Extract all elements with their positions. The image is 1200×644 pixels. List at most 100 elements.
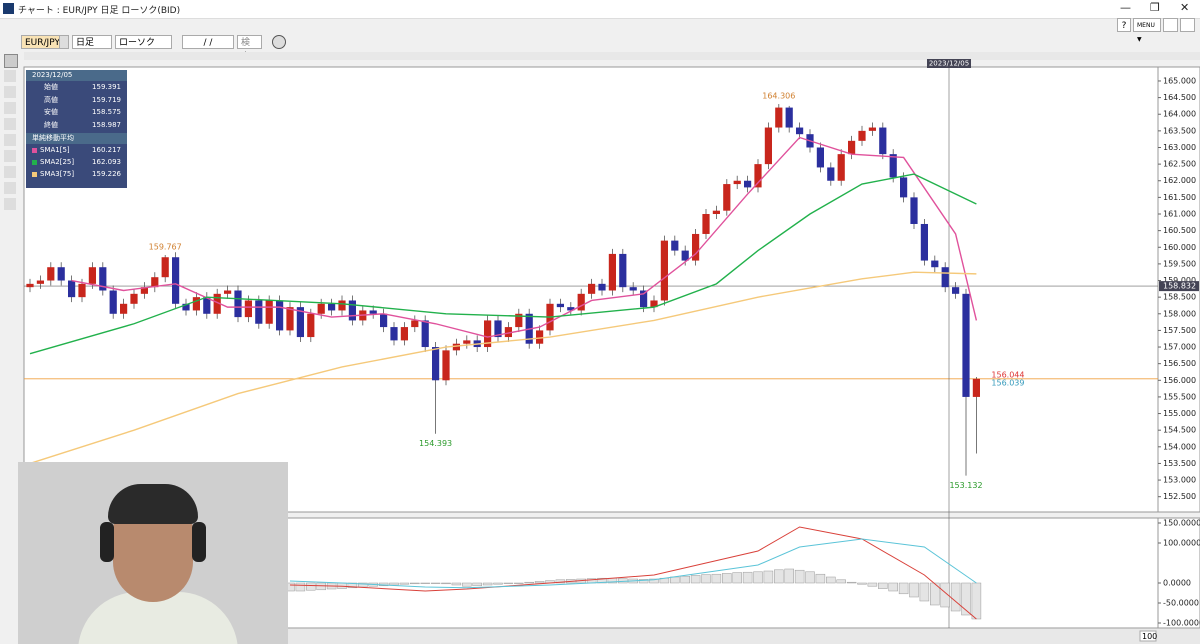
y-tick-label: 153.500 (1163, 459, 1196, 468)
candle-body (36, 280, 44, 284)
candle-body (858, 130, 866, 141)
zoom-level: 100 (1142, 632, 1157, 641)
crosshair-date-box (927, 59, 971, 68)
candle-body (598, 283, 606, 291)
tool[interactable] (4, 166, 16, 178)
zoom-box[interactable] (1139, 630, 1157, 642)
info-button[interactable] (272, 35, 286, 49)
candle-body (868, 127, 876, 131)
candle-body (296, 307, 304, 338)
histogram-bar (940, 582, 950, 608)
histogram-bar (826, 576, 836, 584)
candle-body (88, 267, 96, 284)
date-input[interactable]: / / (182, 35, 234, 49)
y-tick-label: 154.500 (1163, 426, 1196, 435)
period-select[interactable]: 日足 (72, 35, 112, 49)
histogram-bar (742, 571, 753, 584)
tool-column (0, 52, 20, 232)
info-value: 159.391 (92, 83, 121, 91)
info-row: 終値 158.987 (26, 119, 127, 132)
candle-body (26, 283, 34, 288)
histogram-bar (410, 582, 420, 585)
info-value: 159.719 (92, 95, 121, 104)
candle-body (286, 307, 294, 331)
macd-line (289, 526, 977, 620)
candle-body (962, 293, 970, 397)
histogram-bar (680, 575, 690, 584)
candle-body (203, 297, 211, 314)
candle-body (931, 260, 939, 268)
candle-body (244, 300, 252, 318)
candle-body (276, 300, 284, 331)
histogram-bar (846, 581, 857, 584)
price-annotation: 153.132 (949, 481, 982, 490)
candle-body (952, 287, 960, 294)
histogram-bar (805, 571, 815, 584)
sma-row: SMA3[75] 159.226 (26, 168, 127, 180)
candle-body (338, 300, 346, 311)
info-row: 安値 158.575 (26, 106, 127, 119)
help-button[interactable]: ? (1117, 18, 1131, 32)
y-tick-label: -50.0000 (1163, 599, 1199, 608)
candle-body (213, 293, 221, 314)
y-tick-label: 163.000 (1163, 143, 1196, 152)
tool[interactable] (4, 70, 16, 82)
candle-body (192, 297, 200, 311)
candle-body (567, 307, 575, 311)
candle-body (712, 210, 720, 215)
sma-name: SMA2[25] (40, 158, 75, 166)
sma-swatch (32, 171, 37, 177)
histogram-bar (857, 582, 867, 585)
candle-body (380, 313, 388, 328)
tool[interactable] (4, 102, 16, 114)
candle-body (348, 300, 356, 321)
y-tick-label: 155.500 (1163, 392, 1196, 401)
maximize[interactable]: ❐ (1150, 1, 1160, 14)
histogram-bar (836, 579, 846, 584)
histogram-bar (722, 573, 732, 584)
candle-body (400, 327, 408, 341)
candle-body (504, 327, 512, 338)
tool[interactable] (4, 182, 16, 194)
y-tick-label: 157.500 (1163, 326, 1196, 335)
histogram-bar (794, 569, 805, 584)
candle-body (692, 233, 700, 261)
tool[interactable] (4, 118, 16, 130)
sma-row: SMA1[5] 160.217 (26, 144, 127, 156)
candle-body (411, 320, 419, 328)
tool[interactable] (4, 54, 18, 68)
candle-body (723, 184, 731, 211)
y-tick-label: 164.500 (1163, 93, 1196, 102)
y-tick-label: 160.000 (1163, 243, 1196, 252)
histogram-bar (909, 582, 919, 598)
candle-body (671, 240, 679, 251)
candle-body (879, 127, 887, 155)
candle-body (681, 250, 689, 261)
macd-axis (1157, 517, 1200, 629)
y-tick-label: 158.000 (1163, 309, 1196, 318)
tool-button[interactable] (1180, 18, 1195, 32)
sma-name: SMA1[5] (40, 146, 70, 154)
candle-body (796, 127, 804, 135)
dropdown[interactable] (59, 35, 69, 49)
candle-body (390, 327, 398, 341)
histogram-bar (316, 582, 326, 591)
close[interactable]: ✕ (1180, 1, 1190, 14)
tool[interactable] (4, 198, 16, 210)
splitter (24, 52, 1200, 60)
candle-body (827, 167, 835, 181)
tool[interactable] (4, 134, 16, 146)
tool[interactable] (4, 86, 16, 98)
histogram-bar (420, 582, 430, 584)
tool-button[interactable] (1163, 18, 1178, 32)
y-tick-label: 100.0000 (1163, 539, 1200, 548)
minimize[interactable]: — (1120, 1, 1131, 14)
histogram-bar (690, 575, 701, 584)
candle-body (889, 154, 897, 178)
menu-button[interactable]: MENU ▼ (1133, 18, 1161, 43)
tool[interactable] (4, 150, 16, 162)
info-value: 158.987 (92, 120, 121, 129)
histogram-bar (295, 582, 306, 592)
